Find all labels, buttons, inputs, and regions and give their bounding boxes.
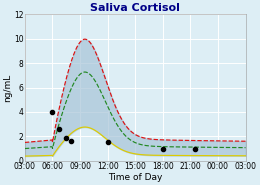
Point xyxy=(50,110,55,113)
X-axis label: Time of Day: Time of Day xyxy=(108,173,162,181)
Title: Saliva Cortisol: Saliva Cortisol xyxy=(90,4,180,14)
Point xyxy=(193,147,197,150)
Point xyxy=(161,147,165,150)
Point xyxy=(57,127,61,130)
Point xyxy=(69,140,73,143)
Y-axis label: ng/mL: ng/mL xyxy=(3,73,12,102)
Point xyxy=(64,136,68,139)
Point xyxy=(106,141,110,144)
